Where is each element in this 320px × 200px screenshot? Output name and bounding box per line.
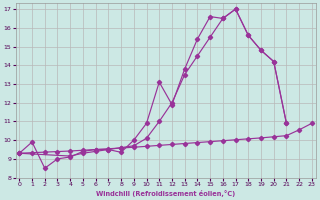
X-axis label: Windchill (Refroidissement éolien,°C): Windchill (Refroidissement éolien,°C): [96, 190, 235, 197]
